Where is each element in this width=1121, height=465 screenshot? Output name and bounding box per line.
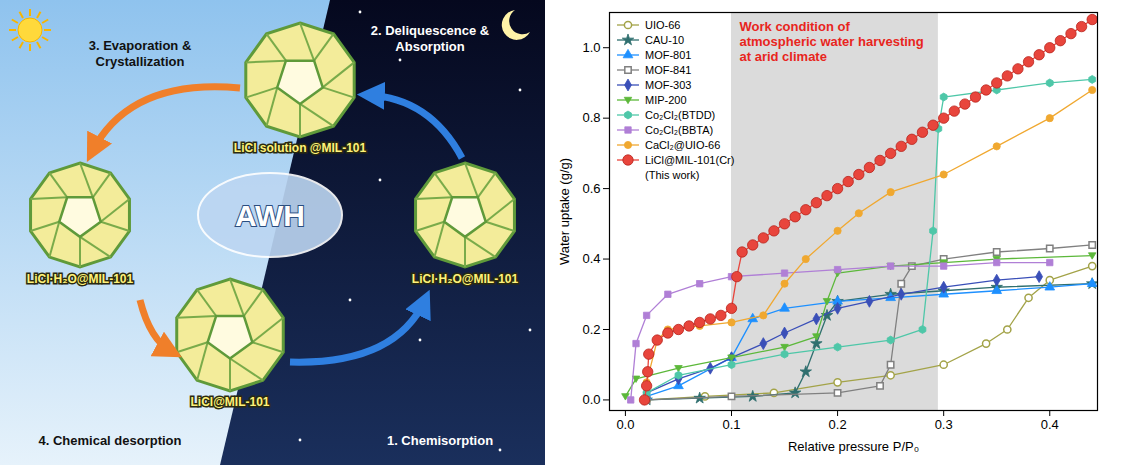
svg-text:0.6: 0.6 bbox=[582, 181, 600, 196]
svg-text:0.3: 0.3 bbox=[935, 417, 953, 432]
svg-text:LiCl solution @MIL-101: LiCl solution @MIL-101 bbox=[234, 141, 367, 155]
svg-text:MIP-200: MIP-200 bbox=[645, 94, 687, 106]
svg-text:1. Chemisorption: 1. Chemisorption bbox=[387, 433, 493, 448]
svg-text:CAU-10: CAU-10 bbox=[645, 34, 684, 46]
svg-text:Water uptake (g/g): Water uptake (g/g) bbox=[557, 158, 572, 265]
svg-text:MOF-841: MOF-841 bbox=[645, 64, 691, 76]
svg-text:0.2: 0.2 bbox=[582, 322, 600, 337]
svg-text:Co₂Cl₂(BBTA): Co₂Cl₂(BBTA) bbox=[645, 124, 713, 136]
svg-text:1.0: 1.0 bbox=[582, 40, 600, 55]
svg-text:Work condition ofatmospheric w: Work condition ofatmospheric water harve… bbox=[740, 19, 924, 64]
svg-text:LiCl@MIL-101: LiCl@MIL-101 bbox=[190, 395, 269, 409]
svg-text:LiCl·H₂O@MIL-101: LiCl·H₂O@MIL-101 bbox=[27, 272, 134, 286]
svg-text:CaCl₂@UIO-66: CaCl₂@UIO-66 bbox=[645, 139, 720, 151]
svg-text:LiCl·H₂O@MIL-101: LiCl·H₂O@MIL-101 bbox=[412, 272, 519, 286]
svg-text:Relative pressure P/P₀: Relative pressure P/P₀ bbox=[788, 439, 919, 454]
svg-text:MOF-303: MOF-303 bbox=[645, 79, 691, 91]
svg-text:AWH: AWH bbox=[235, 199, 305, 232]
svg-text:0.8: 0.8 bbox=[582, 110, 600, 125]
svg-text:0.0: 0.0 bbox=[616, 417, 634, 432]
svg-text:3. Evaporation &Crystallizatio: 3. Evaporation &Crystallization bbox=[89, 38, 192, 69]
svg-text:MOF-801: MOF-801 bbox=[645, 49, 691, 61]
svg-text:0.4: 0.4 bbox=[582, 251, 600, 266]
svg-text:0.0: 0.0 bbox=[582, 392, 600, 407]
svg-text:0.4: 0.4 bbox=[1041, 417, 1059, 432]
svg-text:0.1: 0.1 bbox=[722, 417, 740, 432]
svg-text:2. Deliquescence &Absorption: 2. Deliquescence &Absorption bbox=[371, 23, 490, 54]
svg-text:(This work): (This work) bbox=[645, 169, 699, 181]
svg-text:0.2: 0.2 bbox=[829, 417, 847, 432]
svg-text:4. Chemical desorption: 4. Chemical desorption bbox=[38, 433, 181, 448]
svg-text:LiCl@MIL-101(Cr): LiCl@MIL-101(Cr) bbox=[645, 154, 734, 166]
svg-text:UIO-66: UIO-66 bbox=[645, 19, 680, 31]
svg-text:Co₂Cl₂(BTDD): Co₂Cl₂(BTDD) bbox=[645, 109, 715, 121]
